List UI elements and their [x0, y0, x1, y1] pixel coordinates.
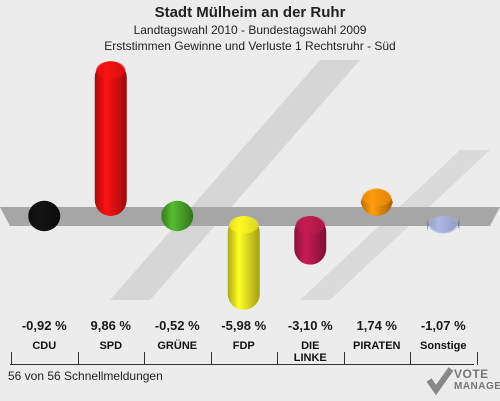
category-label: Sonstige — [420, 340, 467, 352]
axis-tick — [477, 352, 478, 365]
axis-tick — [11, 352, 12, 365]
category-label: DIE LINKE — [293, 340, 327, 364]
value-label: 1,74 % — [356, 318, 397, 333]
chart-title: Stadt Mülheim an der Ruhr — [154, 4, 346, 21]
bar-cdu — [28, 200, 61, 232]
bar-piraten — [360, 188, 393, 216]
value-label: -5,98 % — [221, 318, 267, 333]
checkmark-icon — [426, 367, 454, 396]
bar-sonstige — [427, 216, 460, 234]
category-label: SPD — [99, 340, 123, 352]
value-label: -0,52 % — [154, 318, 200, 333]
bar-fdp — [227, 216, 260, 310]
value-label: -1,07 % — [420, 318, 466, 333]
axis-tick — [410, 352, 411, 365]
value-label: 9,86 % — [90, 318, 131, 333]
bar-die-linke — [294, 216, 327, 265]
bar-spd — [94, 61, 127, 216]
chart-subtitle: Landtagswahl 2010 - Bundestagswahl 2009 — [133, 23, 367, 37]
axis-tick — [277, 352, 278, 365]
category-label: FDP — [232, 340, 255, 352]
value-labels-row: -0,92 % 9,86 % -0,52 % -5,98 % -3,10 % 1,74 %… — [0, 318, 500, 338]
logo-text-vote: VOTE — [454, 367, 489, 381]
vote-manager-logo: VOTE MANAGER — [426, 364, 500, 398]
axis-tick — [344, 352, 345, 365]
value-label: -0,92 % — [21, 318, 67, 333]
axis-tick — [211, 352, 212, 365]
category-axis: CDU SPD GRÜNE FDP DIE LINKE PIRATEN Sonstige — [0, 336, 500, 370]
bar-grüne — [161, 200, 194, 232]
value-label: -3,10 % — [287, 318, 333, 333]
axis-tick — [78, 352, 79, 365]
axis-line — [10, 364, 474, 365]
axis-tick — [144, 352, 145, 365]
logo-text-manager: MANAGER — [454, 381, 500, 392]
category-label: CDU — [32, 340, 57, 352]
status-text: 56 von 56 Schnellmeldungen — [8, 369, 163, 383]
category-label: GRÜNE — [157, 340, 198, 352]
chart-subtitle-2: Erststimmen Gewinne und Verluste 1 Recht… — [104, 39, 396, 53]
category-label: PIRATEN — [353, 340, 401, 352]
